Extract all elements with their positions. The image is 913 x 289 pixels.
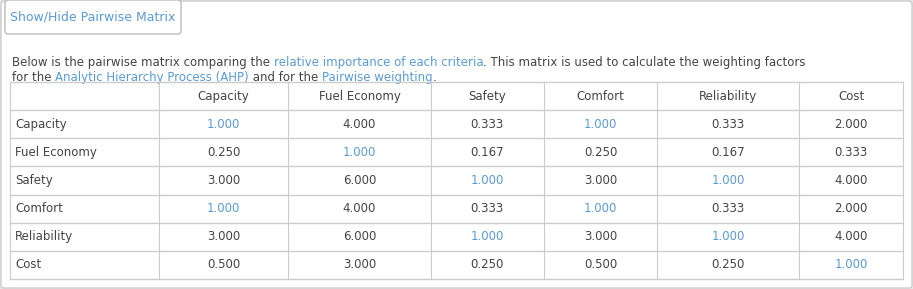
- Text: Comfort: Comfort: [577, 90, 624, 103]
- Text: .: .: [433, 71, 436, 84]
- Text: 1.000: 1.000: [207, 202, 240, 215]
- Text: Fuel Economy: Fuel Economy: [319, 90, 401, 103]
- Text: 3.000: 3.000: [584, 230, 617, 243]
- Text: 3.000: 3.000: [207, 230, 240, 243]
- Text: 4.000: 4.000: [834, 174, 868, 187]
- Text: 0.167: 0.167: [711, 146, 745, 159]
- Text: 3.000: 3.000: [584, 174, 617, 187]
- Text: 0.333: 0.333: [711, 118, 745, 131]
- Text: 0.250: 0.250: [711, 258, 745, 271]
- Text: 3.000: 3.000: [207, 174, 240, 187]
- Text: 4.000: 4.000: [834, 230, 868, 243]
- Text: for the: for the: [12, 71, 56, 84]
- Text: 2.000: 2.000: [834, 202, 868, 215]
- Text: 1.000: 1.000: [711, 174, 745, 187]
- Text: Analytic Hierarchy Process (AHP): Analytic Hierarchy Process (AHP): [56, 71, 249, 84]
- Text: 0.250: 0.250: [470, 258, 504, 271]
- Text: 0.250: 0.250: [207, 146, 240, 159]
- Text: 0.250: 0.250: [583, 146, 617, 159]
- Text: 4.000: 4.000: [342, 202, 376, 215]
- Text: 0.333: 0.333: [470, 202, 504, 215]
- Text: 0.500: 0.500: [584, 258, 617, 271]
- Text: 0.333: 0.333: [834, 146, 867, 159]
- Text: 1.000: 1.000: [711, 230, 745, 243]
- Text: Safety: Safety: [15, 174, 53, 187]
- Text: Safety: Safety: [468, 90, 506, 103]
- Text: 0.333: 0.333: [470, 118, 504, 131]
- Text: Reliability: Reliability: [15, 230, 73, 243]
- Text: 1.000: 1.000: [583, 118, 617, 131]
- Text: Pairwise weighting: Pairwise weighting: [322, 71, 433, 84]
- FancyBboxPatch shape: [5, 0, 181, 34]
- Text: Cost: Cost: [15, 258, 41, 271]
- Text: 6.000: 6.000: [342, 174, 376, 187]
- Text: Show/Hide Pairwise Matrix: Show/Hide Pairwise Matrix: [10, 10, 175, 23]
- Text: 1.000: 1.000: [342, 146, 376, 159]
- Text: 2.000: 2.000: [834, 118, 868, 131]
- Text: 6.000: 6.000: [342, 230, 376, 243]
- Text: 0.167: 0.167: [470, 146, 504, 159]
- Text: 1.000: 1.000: [470, 230, 504, 243]
- Text: 1.000: 1.000: [207, 118, 240, 131]
- Text: . This matrix is used to calculate the weighting factors: . This matrix is used to calculate the w…: [483, 56, 806, 69]
- Text: 3.000: 3.000: [343, 258, 376, 271]
- Text: 1.000: 1.000: [834, 258, 868, 271]
- Text: Cost: Cost: [838, 90, 865, 103]
- Text: Comfort: Comfort: [15, 202, 63, 215]
- Text: and for the: and for the: [249, 71, 322, 84]
- Text: relative importance of each criteria: relative importance of each criteria: [274, 56, 483, 69]
- Text: Below is the pairwise matrix comparing the: Below is the pairwise matrix comparing t…: [12, 56, 274, 69]
- Text: Fuel Economy: Fuel Economy: [15, 146, 97, 159]
- Text: 4.000: 4.000: [342, 118, 376, 131]
- Text: 1.000: 1.000: [583, 202, 617, 215]
- Text: Capacity: Capacity: [198, 90, 249, 103]
- Text: 0.333: 0.333: [711, 202, 745, 215]
- Text: Capacity: Capacity: [15, 118, 67, 131]
- Text: 1.000: 1.000: [470, 174, 504, 187]
- Text: 0.500: 0.500: [207, 258, 240, 271]
- Text: Reliability: Reliability: [699, 90, 758, 103]
